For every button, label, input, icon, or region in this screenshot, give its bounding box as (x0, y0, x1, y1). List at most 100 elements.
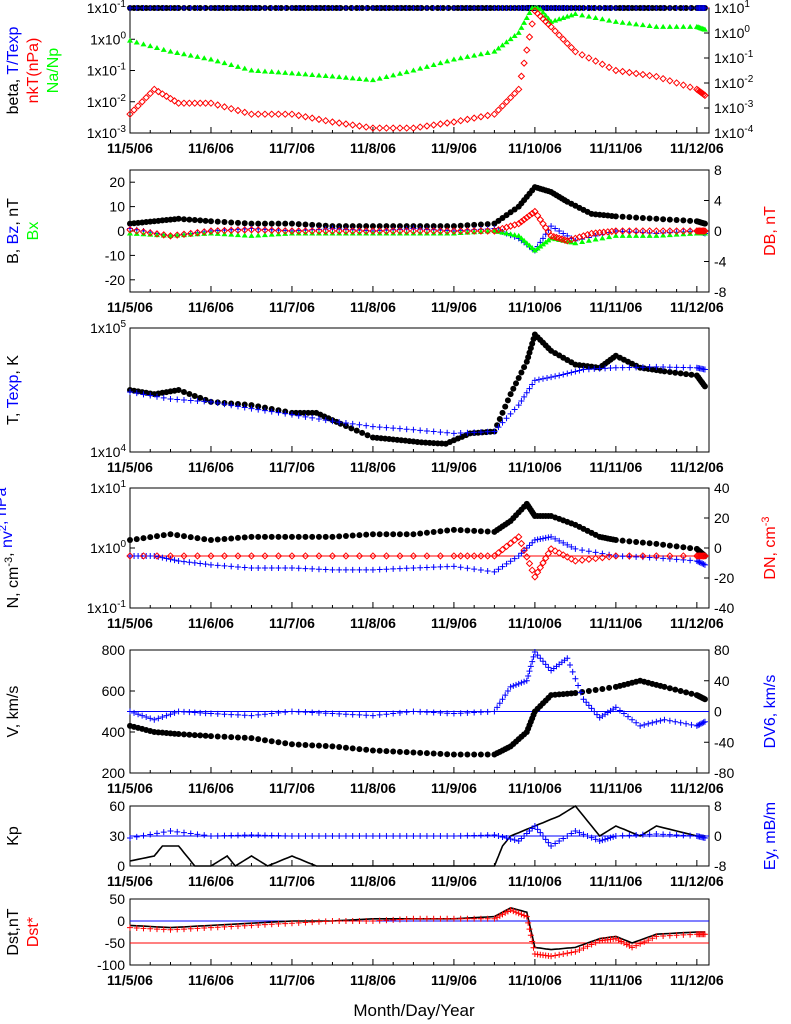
data-point (275, 69, 282, 75)
data-point (268, 832, 275, 839)
data-point (571, 234, 580, 243)
data-point (309, 533, 316, 540)
data-point (513, 909, 519, 916)
data-point (701, 5, 708, 11)
data-point (507, 231, 514, 237)
data-point (417, 5, 424, 11)
data-point (548, 843, 555, 849)
data-point (484, 708, 491, 715)
data-point (170, 97, 179, 105)
data-point (396, 425, 403, 432)
y-right-tick-label: 1x10-2 (714, 74, 754, 91)
x-tick-label: 11/10/06 (508, 615, 562, 631)
data-point (322, 710, 329, 717)
data-point (383, 711, 390, 718)
data-point (701, 696, 708, 703)
data-point (146, 229, 154, 237)
x-tick-label: 11/8/06 (350, 299, 396, 315)
data-point (349, 230, 356, 236)
data-point (566, 662, 573, 669)
data-point (197, 560, 204, 567)
data-point (207, 5, 214, 11)
data-point (680, 832, 687, 839)
data-point (390, 230, 397, 236)
data-point (653, 933, 660, 940)
data-point (518, 369, 525, 376)
data-point (282, 740, 289, 747)
data-point (572, 545, 579, 552)
data-point (637, 940, 644, 947)
data-point (174, 828, 181, 835)
data-point (355, 227, 364, 235)
data-point (248, 832, 255, 838)
data-point (503, 415, 510, 422)
data-point (666, 552, 674, 560)
data-point (556, 838, 563, 844)
data-point (133, 390, 140, 397)
data-point (507, 36, 514, 42)
data-point (187, 52, 194, 58)
data-point (139, 712, 146, 719)
data-point (494, 106, 503, 114)
y-axis-label-2: Dst* (25, 917, 42, 947)
data-point (660, 23, 667, 29)
data-point (612, 18, 619, 24)
data-point (221, 219, 228, 226)
data-point (503, 835, 510, 841)
data-point (315, 72, 322, 78)
data-point (619, 832, 626, 839)
data-point (173, 231, 181, 239)
data-point (382, 227, 391, 235)
data-point (295, 919, 302, 926)
data-point (187, 397, 194, 404)
data-point (355, 122, 364, 130)
data-point (220, 103, 229, 111)
data-point (552, 840, 559, 847)
y-tick-label: 600 (102, 683, 126, 699)
data-point (541, 224, 550, 232)
data-point (220, 552, 229, 560)
data-point (322, 743, 329, 750)
data-point (126, 552, 134, 560)
data-point (130, 106, 138, 114)
data-point (174, 49, 181, 55)
x-tick-label: 11/8/06 (350, 615, 396, 631)
data-point (180, 216, 187, 223)
data-point (464, 527, 471, 534)
data-point (288, 230, 295, 236)
data-point (687, 217, 694, 224)
data-point (228, 923, 235, 930)
data-point (187, 5, 194, 11)
data-point (255, 832, 262, 839)
data-point (127, 5, 133, 11)
data-point (127, 388, 133, 395)
data-point (619, 232, 626, 238)
data-point (660, 216, 667, 223)
data-point (187, 534, 194, 541)
data-point (127, 708, 133, 715)
data-point (356, 833, 363, 839)
data-point (153, 393, 160, 400)
data-point (471, 429, 478, 436)
data-point (515, 232, 522, 238)
data-point (417, 427, 424, 434)
data-point (443, 227, 451, 235)
data-point (491, 832, 498, 838)
data-point (268, 921, 275, 928)
data-point (201, 230, 208, 236)
data-point (349, 745, 356, 752)
data-point (520, 59, 528, 67)
data-point (579, 547, 586, 554)
data-point (470, 227, 478, 235)
data-point (619, 19, 626, 25)
x-tick-label: 11/7/06 (269, 299, 315, 315)
data-point (585, 237, 592, 243)
data-point (268, 408, 275, 415)
data-point (429, 121, 438, 129)
data-point (633, 538, 640, 545)
y-axis-label: B, Bz, nT (5, 198, 22, 264)
x-tick-label: 11/7/06 (269, 873, 315, 889)
data-point (544, 549, 553, 558)
data-point (186, 390, 193, 397)
data-point (187, 925, 194, 932)
